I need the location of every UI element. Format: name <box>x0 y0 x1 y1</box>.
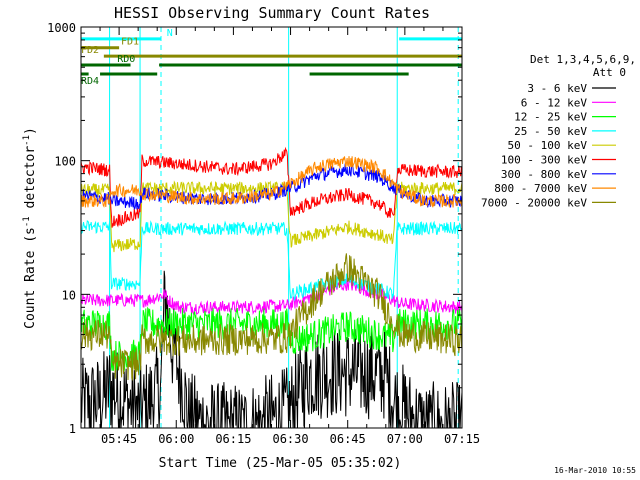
legend-entry-label: 800 - 7000 keV <box>494 182 587 195</box>
y-tick-label: 10 <box>62 288 76 302</box>
y-tick-label: 100 <box>54 155 76 169</box>
series-line-3 <box>81 220 462 302</box>
x-tick-label: 07:15 <box>444 432 480 446</box>
series-line-7 <box>81 156 462 209</box>
series-line-6 <box>81 163 462 211</box>
flag-n-label: N <box>167 28 173 39</box>
x-tick-label: 06:30 <box>272 432 308 446</box>
chart-title: HESSI Observing Summary Count Rates <box>114 4 430 22</box>
x-axis-label: Start Time (25-Mar-05 05:35:02) <box>159 456 402 471</box>
y-axis: 1 10 100 1000 <box>47 21 462 436</box>
timestamp: 16-Mar-2010 10:55 <box>554 466 636 475</box>
y-axis-label: Count Rate (s-1 detector-1) <box>22 127 38 329</box>
flag-fd2-label: FD2 <box>81 45 99 56</box>
legend-entry-label: 25 - 50 keV <box>514 125 587 138</box>
x-tick-label: 07:00 <box>387 432 423 446</box>
legend-entry-label: 6 - 12 keV <box>521 96 588 109</box>
series-line-1 <box>81 277 462 316</box>
legend-entry-label: 12 - 25 keV <box>514 111 587 124</box>
x-tick-label: 05:45 <box>101 432 137 446</box>
x-tick-label: 06:45 <box>330 432 366 446</box>
legend-entry-label: 3 - 6 keV <box>527 82 587 95</box>
x-axis: 05:45 06:00 06:15 06:30 06:45 07:00 07:15 <box>80 27 480 446</box>
legend-entry-label: 50 - 100 keV <box>508 139 588 152</box>
flag-rd4-label: RD4 <box>81 76 99 87</box>
x-tick-label: 06:00 <box>158 432 194 446</box>
y-tick-label: 1 <box>69 422 76 436</box>
series-line-8 <box>81 253 462 382</box>
legend-entry-label: 300 - 800 keV <box>501 168 587 181</box>
series-lines <box>81 146 462 428</box>
observing-flags: N FD1 FD2 RD0 RD4 <box>81 28 462 87</box>
legend-entry-label: 7000 - 20000 keV <box>481 196 587 209</box>
x-tick-label: 06:15 <box>215 432 251 446</box>
y-tick-label: 1000 <box>47 21 76 35</box>
series-line-0 <box>81 270 462 428</box>
series-line-5 <box>81 146 462 228</box>
legend-header-line-2: Att 0 <box>593 66 626 79</box>
legend-header-line-1: Det 1,3,4,5,6,9, <box>530 53 636 66</box>
legend-entry-label: 100 - 300 keV <box>501 154 587 167</box>
flag-fd1-label: FD1 <box>121 37 139 48</box>
flag-rd0-label: RD0 <box>117 54 135 65</box>
